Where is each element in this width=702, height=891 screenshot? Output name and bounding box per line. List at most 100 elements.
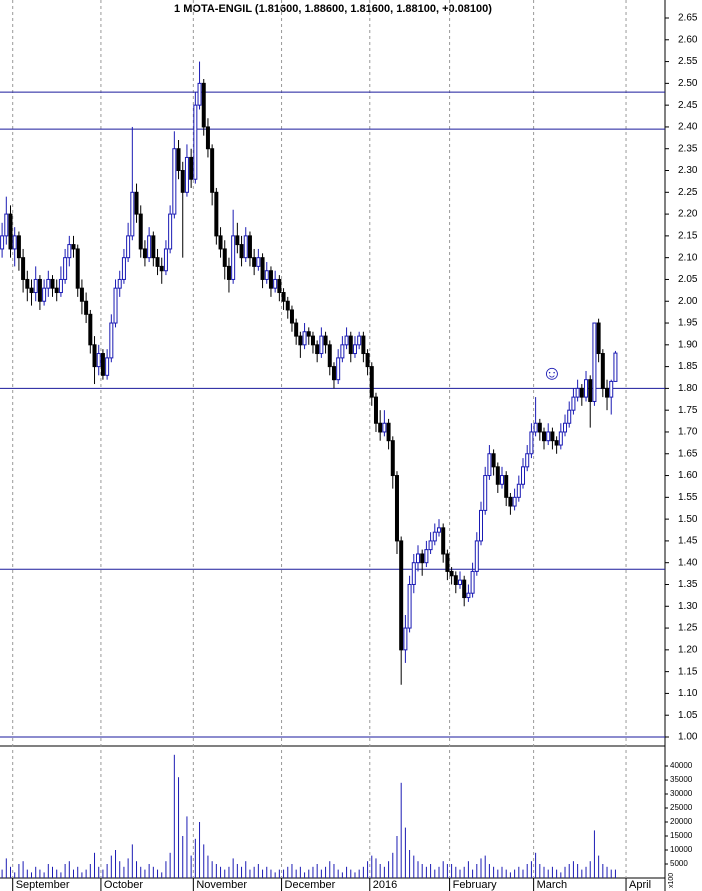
y-tick-label: 1.10 [678,688,698,699]
candle-body [37,278,42,302]
candle-body [369,366,374,398]
candle-body [504,475,509,498]
candle-body [495,466,500,485]
vol-tick-label: 25000 [670,803,693,812]
x-tick-label: October [104,879,143,891]
y-tick-label: 1.15 [678,666,698,677]
candle-body [403,627,408,651]
candle-body [50,278,55,289]
y-tick-label: 1.85 [678,361,698,372]
y-tick-label: 1.95 [678,318,698,329]
candle-body [605,387,610,398]
candle-body [105,357,110,376]
candle-body [96,353,101,368]
candle-body [121,257,126,280]
candle-body [92,344,97,368]
candle-body [21,257,26,280]
candle-body [109,322,114,359]
candle-body [231,235,236,280]
candle-body [84,300,89,315]
candle-body [235,235,240,246]
candle-body [281,292,286,302]
candle-body [113,287,118,324]
candle-body [420,553,425,564]
y-tick-label: 1.55 [678,492,698,503]
candle-body [533,422,538,433]
candle-body [483,475,488,511]
candle-body [8,213,13,250]
candle-body [571,396,576,411]
candle-body [415,553,420,564]
candle-body [163,248,168,272]
y-tick-label: 2.40 [678,122,698,133]
y-tick-label: 2.50 [678,78,698,89]
candle-body [529,431,534,455]
y-tick-label: 2.10 [678,252,698,263]
candle-body [218,235,223,250]
candle-body [592,322,597,402]
y-tick-label: 2.35 [678,143,698,154]
candle-body [100,353,105,376]
candle-body [331,366,336,381]
candle-body [575,387,580,398]
y-tick-label: 1.90 [678,339,698,350]
candle-body [344,335,349,346]
candle-body [596,322,601,355]
candle-body [508,496,513,507]
candle-body [189,156,194,180]
candle-body [201,82,206,128]
y-tick-label: 2.20 [678,209,698,220]
candle-body [479,509,484,542]
vol-tick-label: 40000 [670,761,693,770]
candle-body [457,579,462,585]
candle-body [567,409,572,424]
candle-body [88,313,93,346]
x-tick-label: September [16,879,70,891]
candle-body [462,579,467,599]
candle-body [12,235,17,250]
y-tick-label: 1.05 [678,710,698,721]
candle-body [319,335,324,355]
y-tick-label: 2.25 [678,187,698,198]
candle-body [168,213,173,250]
candle-body [436,527,441,533]
candle-body [239,244,244,259]
y-tick-label: 1.70 [678,427,698,438]
candle-body [4,213,9,237]
candle-body [466,592,471,599]
candle-body [441,527,446,555]
candle-body [474,540,479,572]
y-tick-label: 2.45 [678,100,698,111]
vol-tick-label: 30000 [670,789,693,798]
y-tick-label: 1.20 [678,644,698,655]
candle-body [563,422,568,433]
y-tick-label: 1.30 [678,601,698,612]
y-tick-label: 1.25 [678,623,698,634]
vol-tick-label: 5000 [670,859,688,868]
candle-body [449,570,454,577]
candle-body [550,431,555,442]
candle-body [58,278,63,294]
candle-body [365,353,370,368]
candle-body [558,431,563,446]
y-tick-label: 1.75 [678,405,698,416]
y-tick-label: 2.55 [678,56,698,67]
candle-body [310,335,315,346]
candle-body [289,309,294,324]
candle-body [159,265,164,272]
candle-body [264,270,269,280]
candle-body [294,322,299,337]
candle-body [193,104,198,180]
candle-body [373,396,378,424]
candle-body [0,235,5,250]
candle-body [147,235,152,259]
candle-body [390,440,395,477]
candle-body [197,82,202,106]
chart-title: 1 MOTA-ENGIL (1.81600, 1.88600, 1.81600,… [174,3,492,15]
vol-unit: x100 [668,873,675,888]
vol-tick-label: 20000 [670,817,693,826]
x-tick-label: 2016 [373,879,397,891]
x-tick-label: March [537,879,568,891]
